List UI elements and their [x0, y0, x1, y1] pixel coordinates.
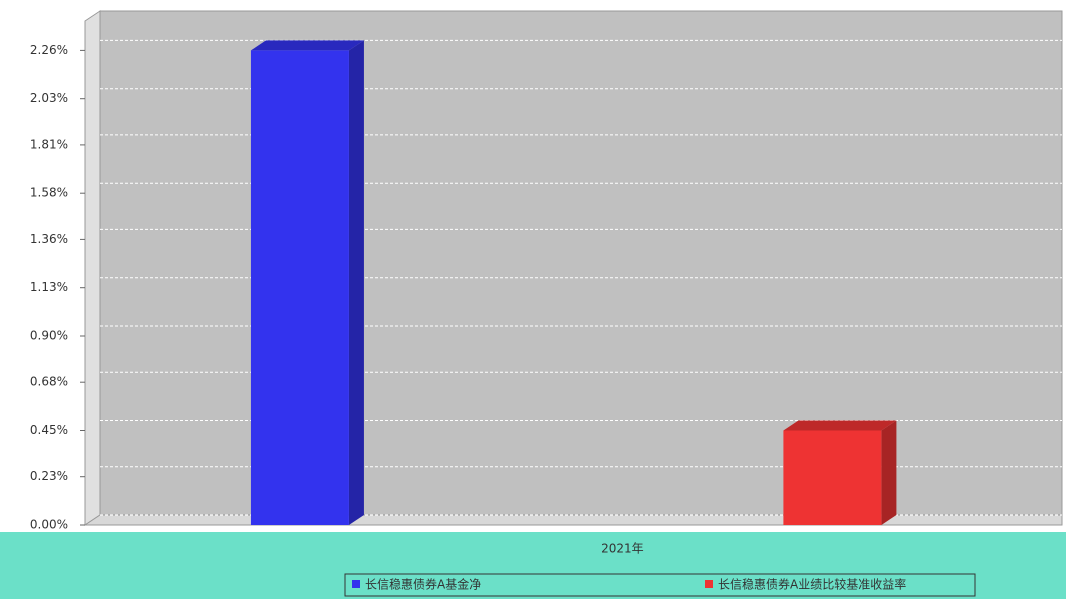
y-tick-label: 1.36% [30, 232, 68, 246]
y-tick-label: 1.13% [30, 280, 68, 294]
floor [83, 514, 1063, 526]
legend-label: 长信稳惠债券A基金净 [365, 577, 481, 592]
y-tick-label: 1.81% [30, 137, 68, 151]
legend-box [344, 573, 976, 597]
y-tick-label: 0.90% [30, 329, 68, 343]
left-wall [84, 10, 101, 526]
y-tick-label: 2.03% [30, 91, 68, 105]
bar [250, 50, 349, 526]
back-wall [99, 10, 1063, 516]
y-tick-label: 1.58% [30, 186, 68, 200]
bar-side [881, 420, 897, 525]
bar-top [250, 40, 364, 51]
bar-top [783, 420, 897, 431]
y-tick-label: 0.68% [30, 375, 68, 389]
legend-label: 长信稳惠债券A业绩比较基准收益率 [718, 577, 906, 592]
bar-side [348, 40, 364, 526]
y-tick-label: 2.26% [30, 43, 68, 57]
y-tick-label: 0.23% [30, 469, 68, 483]
x-tick-label: 2021年 [601, 542, 644, 556]
legend-swatch [352, 580, 360, 588]
y-tick-label: 0.00% [30, 518, 68, 532]
bar [783, 430, 882, 525]
legend-swatch [705, 580, 713, 588]
y-tick-label: 0.45% [30, 423, 68, 437]
